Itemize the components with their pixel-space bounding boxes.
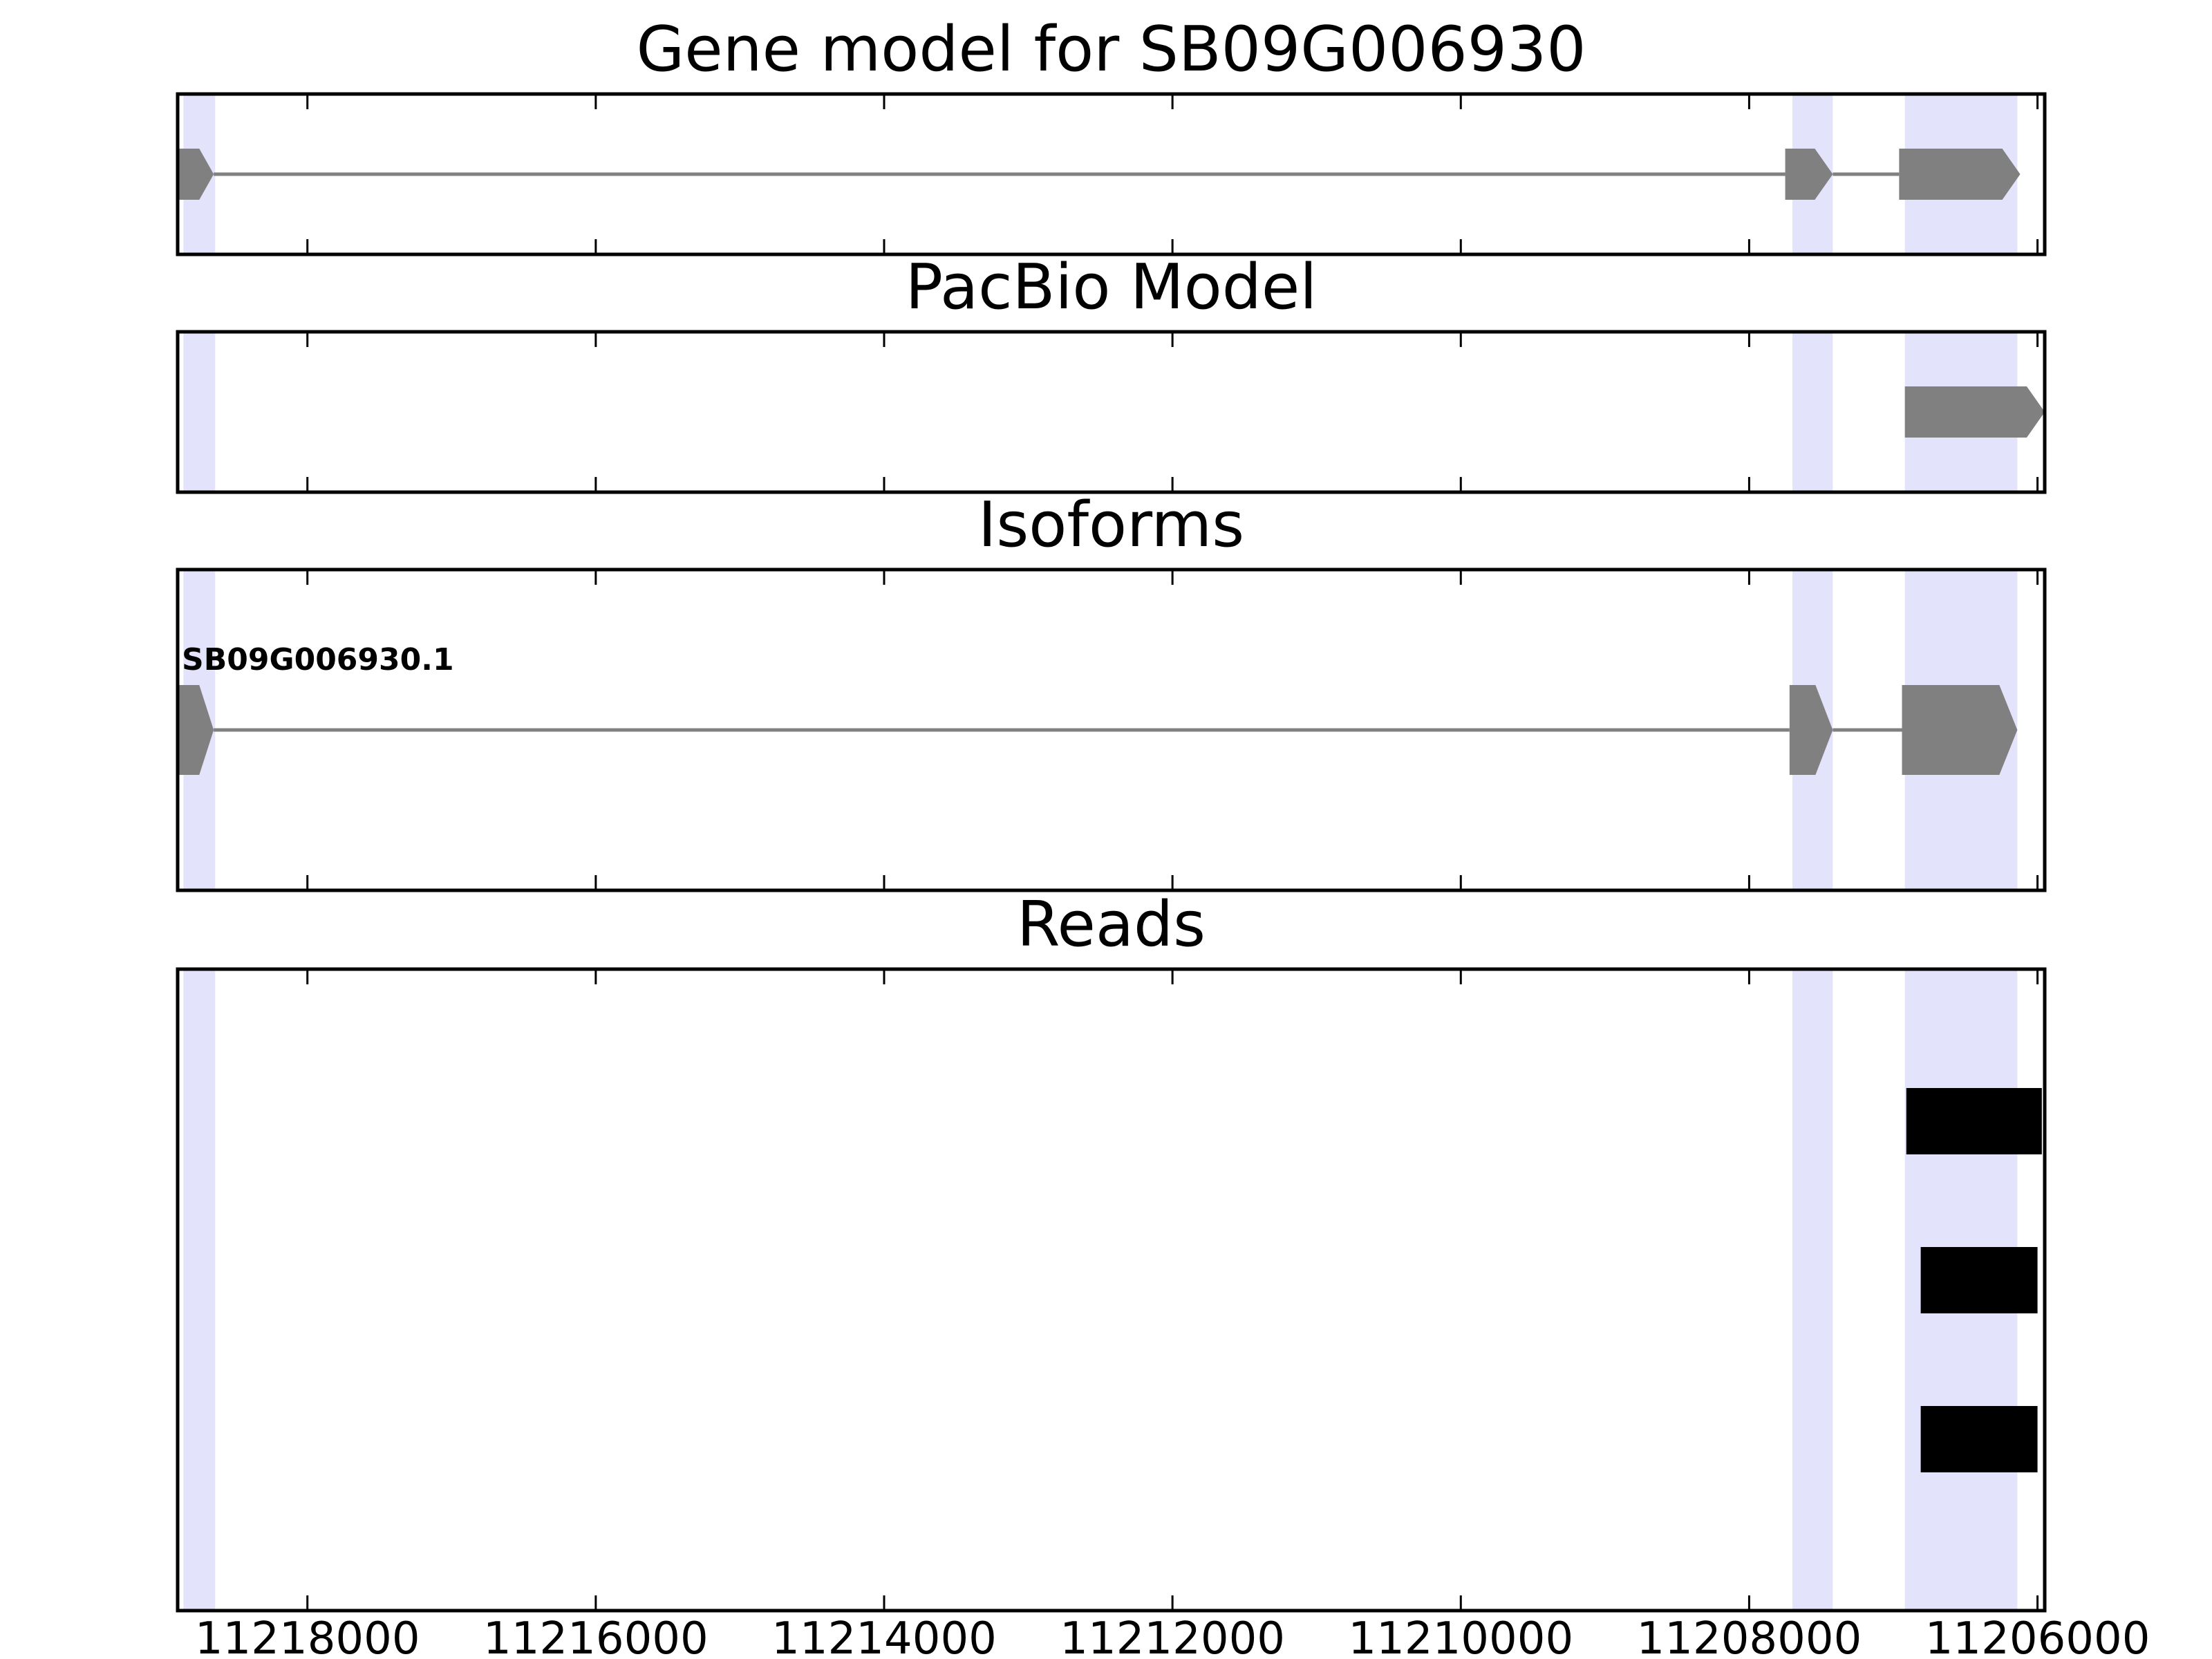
exon-isoforms-0 xyxy=(178,685,214,775)
exon-gene-model-0 xyxy=(178,149,214,200)
panel-reads: Reads xyxy=(176,888,2047,1613)
read-0 xyxy=(1906,1088,2042,1154)
panel-title-reads: Reads xyxy=(1017,888,1206,961)
highlight-region-pacbio-model-1 xyxy=(1792,332,1833,492)
x-tick-label-0: 11218000 xyxy=(195,1613,420,1659)
x-tick-label-3: 11212000 xyxy=(1060,1613,1285,1659)
panel-title-pacbio-model: PacBio Model xyxy=(906,251,1318,324)
read-1 xyxy=(1920,1247,2038,1313)
x-tick-label-6: 11206000 xyxy=(1925,1613,2150,1659)
panel-title-gene-model: Gene model for SB09G006930 xyxy=(636,13,1586,86)
panel-gene-model: Gene model for SB09G006930 xyxy=(176,13,2047,256)
isoform-label: SB09G006930.1 xyxy=(182,642,454,677)
panel-pacbio-model: PacBio Model xyxy=(176,251,2047,494)
panels-layer: Gene model for SB09G006930 PacBio Model Is… xyxy=(176,13,2047,1613)
exon-gene-model-2 xyxy=(1899,149,2021,200)
highlight-region-reads-1 xyxy=(1792,969,1833,1611)
x-tick-label-2: 11214000 xyxy=(771,1613,997,1659)
panel-frame-pacbio-model xyxy=(176,330,2047,494)
exon-gene-model-1 xyxy=(1785,149,1833,200)
exon-isoforms-1 xyxy=(1789,685,1833,775)
highlight-region-pacbio-model-0 xyxy=(183,332,216,492)
panel-frame-reads xyxy=(176,967,2047,1613)
x-axis: 11218000 11216000 11214000 11212000 11210000… xyxy=(195,1613,2150,1659)
panel-frame-gene-model xyxy=(176,92,2047,256)
highlight-region-reads-0 xyxy=(183,969,216,1611)
x-tick-label-4: 11210000 xyxy=(1348,1613,1573,1659)
panel-title-isoforms: Isoforms xyxy=(978,489,1244,561)
panel-isoforms: Isoforms SB09G006930.1 xyxy=(176,489,2047,892)
x-tick-label-5: 11208000 xyxy=(1637,1613,1862,1659)
panel-frame-isoforms xyxy=(176,568,2047,892)
exon-isoforms-2 xyxy=(1902,685,2018,775)
read-2 xyxy=(1920,1406,2038,1472)
x-tick-label-1: 11216000 xyxy=(483,1613,709,1659)
exon-pacbio-model-0 xyxy=(1904,386,2045,438)
